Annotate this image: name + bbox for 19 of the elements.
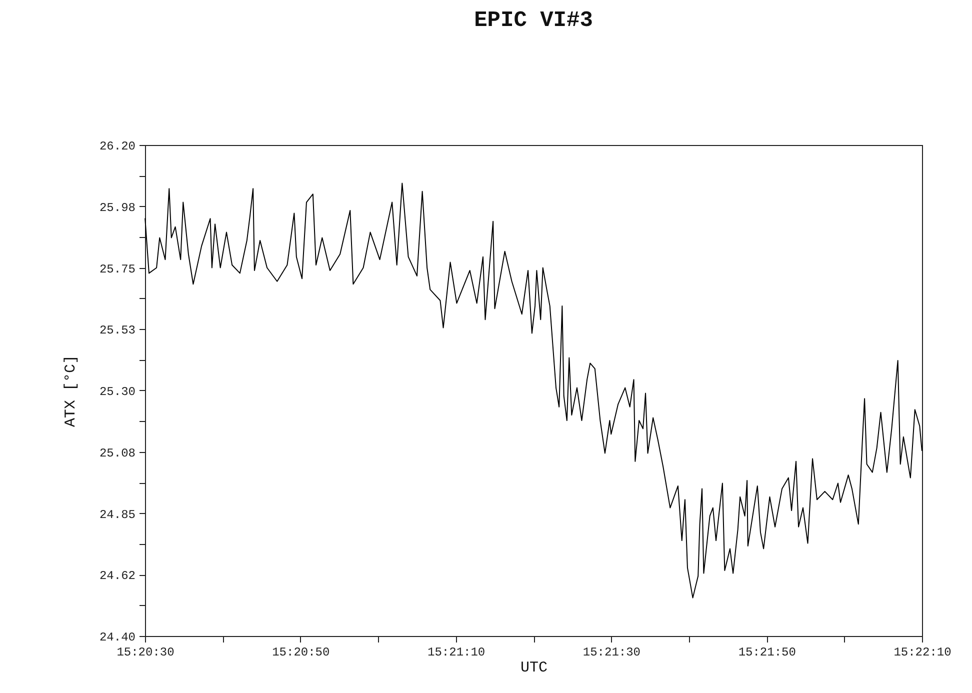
x-tick-label: 15:21:30	[582, 646, 640, 660]
y-tick-label: 24.62	[99, 569, 136, 584]
y-tick-label: 24.85	[99, 508, 136, 522]
x-tick-label: 15:20:50	[272, 646, 330, 660]
y-tick-label: 25.75	[99, 262, 136, 276]
y-tick-label: 26.20	[99, 140, 136, 154]
y-tick-label: 25.08	[99, 446, 136, 460]
line-series	[144, 182, 922, 598]
y-tick-label: 25.30	[99, 385, 136, 399]
x-tick-label: 15:21:10	[428, 646, 486, 660]
x-axis-title: UTC	[520, 660, 548, 676]
x-tick-label: 15:22:10	[894, 646, 952, 660]
y-tick-label: 24.40	[99, 630, 136, 644]
y-tick-label: 25.53	[99, 324, 136, 338]
x-tick-label: 15:21:50	[738, 646, 796, 660]
x-tick-label: 15:20:30	[116, 646, 174, 660]
y-tick-label: 25.98	[99, 200, 136, 215]
chart-title: EPIC VI#3	[474, 8, 593, 33]
y-axis-title: ATX [°C]	[62, 354, 80, 428]
